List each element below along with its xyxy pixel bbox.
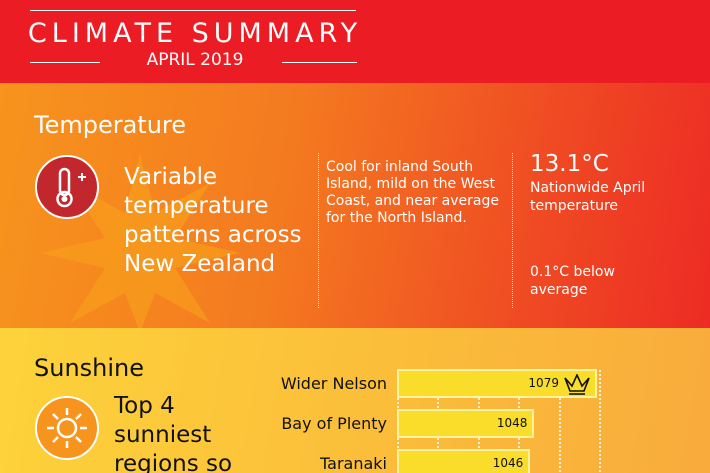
temperature-anomaly: 0.1°C below average <box>530 264 615 298</box>
temperature-description: Cool for inland South Island, mild on th… <box>326 159 499 226</box>
temperature-headline: Variable temperature patterns across New… <box>124 164 302 277</box>
bar-label: Bay of Plenty <box>281 414 387 433</box>
thermometer-plus-icon <box>35 155 99 219</box>
sun-icon <box>35 396 99 460</box>
bar: 1046 <box>397 449 531 473</box>
bar-value-label: 1048 <box>496 416 528 430</box>
sunshine-section: Sunshine Top 4 sunniest regions so Wider… <box>0 328 710 473</box>
divider <box>30 10 356 11</box>
bar-value-label: 1046 <box>492 456 524 470</box>
section-title: Temperature <box>34 111 187 139</box>
bar-label: Taranaki <box>320 454 387 473</box>
temperature-section: Temperature Variable temperature pattern… <box>0 83 710 328</box>
header-banner: CLIMATE SUMMARY APRIL 2019 <box>0 0 710 83</box>
divider <box>30 62 100 63</box>
section-title: Sunshine <box>34 354 145 382</box>
sunshine-headline: Top 4 sunniest regions so <box>114 393 233 473</box>
bar-value-label: 1079 <box>528 376 559 390</box>
divider <box>282 62 357 63</box>
divider <box>318 153 319 308</box>
gridline <box>599 370 601 473</box>
temperature-value: 13.1°C <box>530 151 609 177</box>
gridline <box>558 370 561 473</box>
bar: 1079 <box>397 369 597 398</box>
bar: 1048 <box>397 409 535 438</box>
temperature-value-label: Nationwide April temperature <box>530 180 646 214</box>
page-subtitle: APRIL 2019 <box>146 50 244 70</box>
divider <box>512 153 513 308</box>
page-title: CLIMATE SUMMARY <box>27 18 363 49</box>
bar-label: Wider Nelson <box>280 374 387 393</box>
crown-icon <box>563 373 591 405</box>
